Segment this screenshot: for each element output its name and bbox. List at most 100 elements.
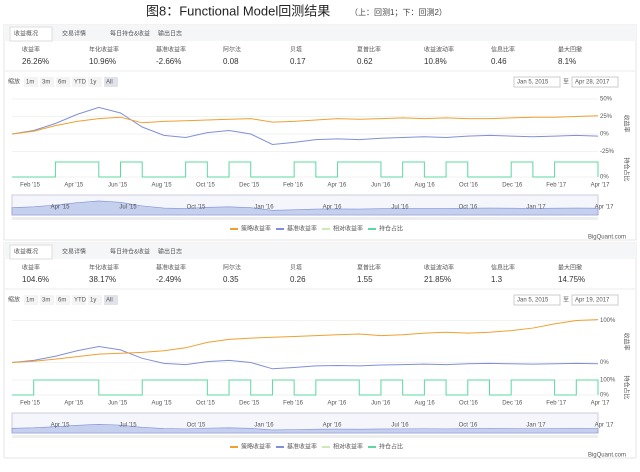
stat-label: 阿尔法 (223, 264, 241, 272)
legend-label[interactable]: 基准收益率 (287, 443, 317, 451)
stat-label: 年化收益率 (89, 46, 119, 54)
range-button[interactable] (56, 295, 70, 305)
date-from-box[interactable] (513, 76, 561, 88)
tab[interactable]: 交易详情 (62, 248, 86, 256)
date-from-box[interactable] (513, 294, 561, 306)
navigator-label: Oct '15 (187, 423, 206, 429)
tab[interactable]: 收益概况 (14, 248, 38, 256)
range-label[interactable]: 1y (90, 298, 96, 304)
navigator-scrollbar[interactable] (12, 435, 598, 438)
range-button[interactable] (72, 77, 86, 87)
navigator-label: Jan '17 (526, 205, 546, 211)
pos-axis-title: 持仓占比 (622, 157, 630, 181)
x-tick-label: Aug '15 (151, 401, 172, 407)
tab[interactable]: 每日持仓&收益 (110, 30, 150, 38)
x-tick-label: Oct '16 (459, 183, 478, 189)
x-tick-label: Oct '15 (196, 183, 215, 189)
x-tick-label: Jun '16 (371, 183, 391, 189)
stat-value: 0.62 (357, 57, 373, 66)
range-label[interactable]: 3m (42, 298, 50, 304)
range-label[interactable]: 6m (58, 298, 66, 304)
range-label[interactable]: 3m (42, 80, 50, 86)
stat-label: 信息比率 (491, 264, 515, 272)
x-tick-label: Aug '15 (151, 183, 172, 189)
navigator-label: Apr '17 (595, 205, 614, 211)
y-tick-label: 25% (600, 114, 613, 120)
range-label[interactable]: 6m (58, 80, 66, 86)
range-button[interactable] (104, 77, 118, 87)
x-tick-label: Feb '16 (283, 183, 303, 189)
range-button[interactable] (24, 77, 38, 87)
range-label[interactable]: YTD (74, 80, 87, 86)
date-to[interactable]: Apr 19, 2017 (575, 298, 610, 304)
y-axis-title: 收益率 (622, 114, 630, 132)
range-label[interactable]: 1y (90, 80, 96, 86)
date-to-box[interactable] (571, 76, 619, 88)
range-button[interactable] (40, 295, 54, 305)
range-button[interactable] (40, 77, 54, 87)
x-tick-label: Apr '17 (591, 401, 610, 407)
tab[interactable]: 每日持仓&收益 (110, 248, 150, 256)
tab[interactable]: 交易详情 (62, 30, 86, 38)
strategy-line (11, 319, 599, 363)
tab[interactable]: 输出日志 (158, 30, 182, 38)
range-button[interactable] (72, 295, 86, 305)
tab[interactable]: 输出日志 (158, 248, 182, 256)
x-tick-label: Apr '16 (328, 401, 347, 407)
range-button[interactable] (56, 77, 70, 87)
benchmark-line (11, 346, 599, 370)
navigator-scrollbar[interactable] (12, 217, 598, 220)
pos-tick-label: 0% (600, 175, 609, 181)
range-button[interactable] (88, 77, 102, 87)
x-tick-label: Jun '15 (108, 183, 128, 189)
stat-label: 阿尔法 (223, 46, 241, 54)
credit: BigQuant.com (588, 453, 626, 459)
navigator-area (11, 200, 599, 216)
legend-label[interactable]: 策略收益率 (241, 225, 271, 233)
date-to[interactable]: Apr 28, 2017 (575, 80, 610, 86)
y-tick-label: -25% (600, 149, 615, 155)
navigator-label: Oct '16 (459, 423, 478, 429)
zoom-label: 缩放 (8, 78, 20, 86)
tab-bar (4, 25, 636, 41)
stat-value: 14.75% (558, 275, 585, 284)
range-label[interactable]: All (106, 298, 113, 304)
date-from[interactable]: Jan 5, 2015 (517, 298, 549, 304)
stat-value: 21.85% (424, 275, 451, 284)
navigator-label: Jul '16 (391, 423, 409, 429)
y-axis-title: 收益率 (622, 332, 630, 350)
stat-value: 10.8% (424, 57, 447, 66)
navigator-label: Apr '16 (323, 205, 342, 211)
legend-label[interactable]: 基准收益率 (287, 225, 317, 233)
stat-label: 收益波动率 (424, 46, 454, 54)
stat-label: 收益率 (22, 46, 40, 54)
legend-label[interactable]: 相对收益率 (333, 225, 363, 233)
stat-label: 贝塔 (290, 46, 302, 54)
range-label[interactable]: YTD (74, 298, 87, 304)
x-tick-label: Dec '16 (502, 183, 523, 189)
range-button[interactable] (104, 295, 118, 305)
x-tick-label: Dec '16 (502, 401, 523, 407)
stat-value: -2.49% (156, 275, 181, 284)
date-from[interactable]: Jan 5, 2015 (517, 80, 549, 86)
strategy-line (11, 115, 599, 135)
navigator-label: Apr '17 (595, 423, 614, 429)
date-to-box[interactable] (571, 294, 619, 306)
range-button[interactable] (24, 295, 38, 305)
stat-value: 104.6% (22, 275, 49, 284)
range-label[interactable]: All (106, 80, 113, 86)
legend-label[interactable]: 持仓占比 (379, 443, 403, 451)
range-label[interactable]: 1m (26, 80, 34, 86)
range-label[interactable]: 1m (26, 298, 34, 304)
x-tick-label: Feb '17 (546, 183, 566, 189)
range-button[interactable] (88, 295, 102, 305)
navigator-area (11, 423, 599, 434)
stat-label: 最大回撤 (558, 264, 582, 272)
legend-label[interactable]: 相对收益率 (333, 443, 363, 451)
legend-label[interactable]: 策略收益率 (241, 443, 271, 451)
tab-bar (4, 243, 636, 259)
navigator-label: Apr '16 (323, 423, 342, 429)
legend-label[interactable]: 持仓占比 (379, 225, 403, 233)
tab[interactable]: 收益概况 (14, 30, 38, 38)
y-tick-label: 100% (600, 318, 616, 324)
